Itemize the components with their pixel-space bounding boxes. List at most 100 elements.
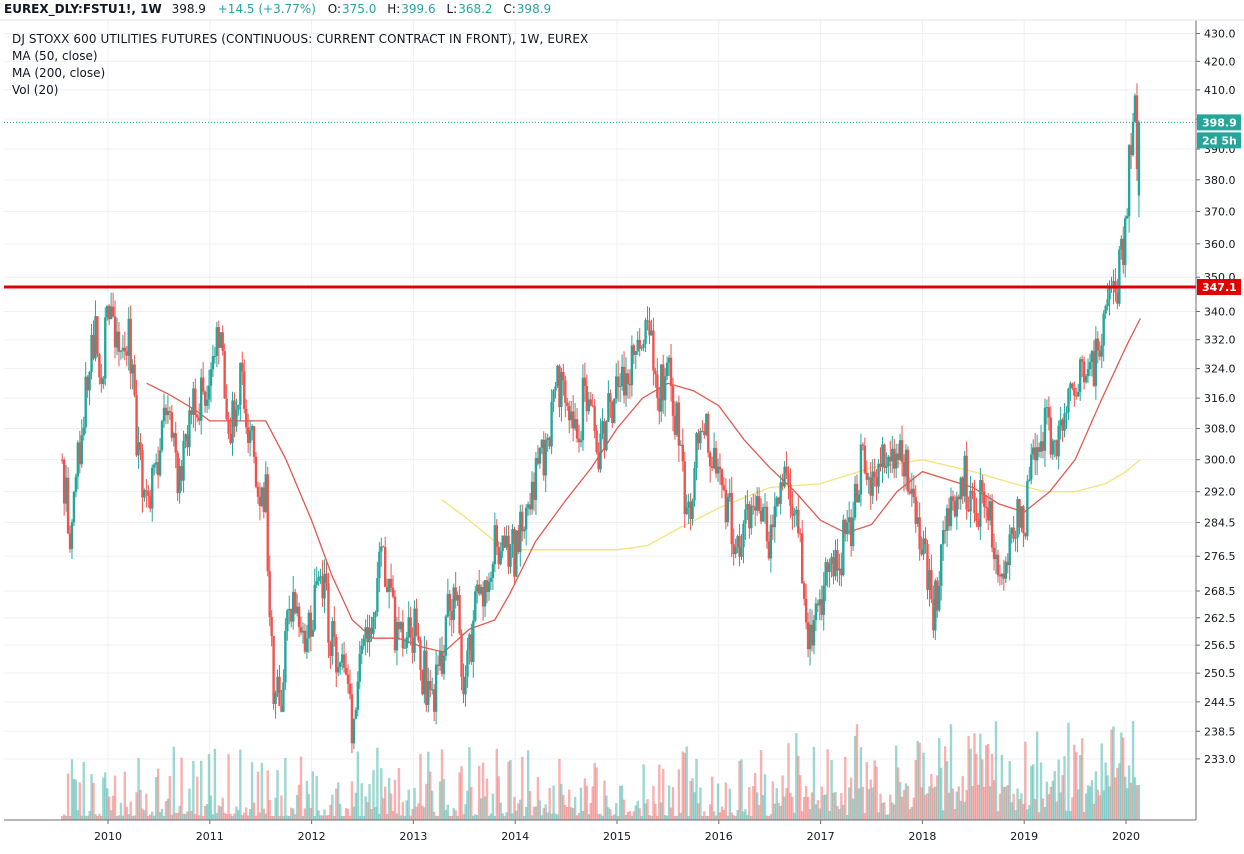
volume-bar: [579, 787, 583, 820]
candle-body: [256, 486, 260, 497]
volume-bar: [761, 794, 765, 820]
candle-body: [450, 611, 453, 620]
candle-body: [773, 506, 776, 528]
candle-body: [135, 395, 138, 456]
volume-bar: [96, 815, 99, 820]
candle-body: [893, 448, 896, 469]
candle-body: [213, 356, 217, 358]
volume-bar: [740, 759, 743, 820]
volume-bar: [86, 815, 89, 820]
volume-bar: [448, 815, 452, 820]
candle-body: [188, 410, 191, 448]
candle-body: [346, 674, 350, 684]
candle-body: [335, 637, 338, 673]
volume-bar: [417, 803, 420, 820]
volume-bar: [466, 790, 469, 820]
volume-bar: [883, 802, 886, 820]
volume-bar: [284, 757, 287, 820]
volume-bar: [822, 794, 825, 820]
time-tick-label: 2020: [1112, 830, 1140, 843]
legend-ma50[interactable]: MA (50, close): [12, 49, 98, 63]
legend-volume[interactable]: Vol (20): [12, 83, 59, 97]
volume-bar: [1080, 738, 1084, 820]
candle-body: [675, 402, 679, 435]
volume-bar: [1116, 767, 1119, 820]
candle-body: [1059, 419, 1062, 426]
volume-bar: [1122, 737, 1125, 820]
volume-bar: [658, 764, 661, 820]
volume-bar: [1114, 777, 1117, 820]
candle-body: [771, 524, 775, 528]
volume-bar: [902, 789, 906, 820]
candle-body: [211, 356, 215, 370]
candle-body: [983, 491, 986, 507]
symbol[interactable]: EUREX_DLY:FSTU1!, 1W: [4, 2, 162, 16]
volume-bar: [293, 814, 297, 820]
candle-body: [802, 583, 806, 599]
candle-body: [1124, 218, 1127, 266]
legend-ma200[interactable]: MA (200, close): [12, 66, 106, 80]
candle-body: [742, 523, 745, 548]
candle-body: [472, 620, 475, 662]
volume-bar: [172, 746, 175, 820]
volume-bar: [156, 768, 160, 820]
candle-body: [338, 662, 342, 667]
candle-body: [957, 496, 961, 500]
volume-bar: [849, 777, 853, 820]
candle-body: [894, 453, 898, 469]
candle-body: [869, 477, 872, 496]
candle-body: [446, 593, 450, 617]
volume-bar: [186, 811, 189, 820]
candle-body: [840, 568, 843, 576]
candle-body: [511, 529, 514, 545]
candle-body: [436, 664, 440, 667]
candle-body: [266, 474, 269, 572]
candle-body: [891, 448, 894, 462]
volume-bar: [744, 809, 747, 820]
volume-bar: [1000, 754, 1004, 820]
volume-bar: [1110, 729, 1113, 820]
candle-body: [374, 611, 377, 618]
candle-body: [495, 525, 498, 547]
volume-bar: [1008, 761, 1011, 820]
volume-bar: [1075, 752, 1078, 820]
volume-bar: [454, 810, 457, 820]
time-tick-label: 2010: [94, 830, 122, 843]
candle-body: [820, 599, 823, 615]
candle-body: [299, 626, 303, 633]
candle-body: [505, 535, 508, 548]
price-tick-label: 284.5: [1204, 516, 1236, 529]
volume-bar: [147, 815, 150, 820]
price-tick-label: 380.0: [1204, 174, 1236, 187]
candle-body: [325, 573, 328, 584]
volume-bar: [68, 815, 72, 820]
volume-bar: [759, 750, 763, 820]
volume-bar: [949, 724, 953, 820]
open-label: O:: [327, 2, 341, 16]
candle-body: [145, 490, 148, 492]
volume-bar: [1063, 756, 1066, 820]
volume-bar: [1108, 786, 1111, 820]
volume-bar: [1106, 775, 1109, 820]
candle-body: [1073, 387, 1076, 396]
volume-bar: [930, 774, 933, 820]
candle-body: [1069, 383, 1072, 389]
volume-bar: [953, 808, 957, 820]
volume-bar: [663, 815, 667, 820]
candle-body: [198, 417, 201, 421]
candle-body: [194, 388, 197, 415]
volume-bar: [652, 785, 655, 820]
volume-bar: [891, 802, 894, 820]
volume-bar: [88, 811, 91, 820]
volume-bar: [863, 813, 867, 820]
volume-bar: [178, 805, 181, 820]
volume-bar: [158, 811, 162, 820]
volume-bar: [384, 786, 387, 820]
volume-bar: [947, 792, 951, 820]
volume-bar: [483, 796, 487, 820]
volume-bar: [374, 806, 377, 820]
candle-body: [1133, 95, 1137, 122]
candle-body: [411, 637, 414, 653]
candle-body: [677, 402, 681, 446]
